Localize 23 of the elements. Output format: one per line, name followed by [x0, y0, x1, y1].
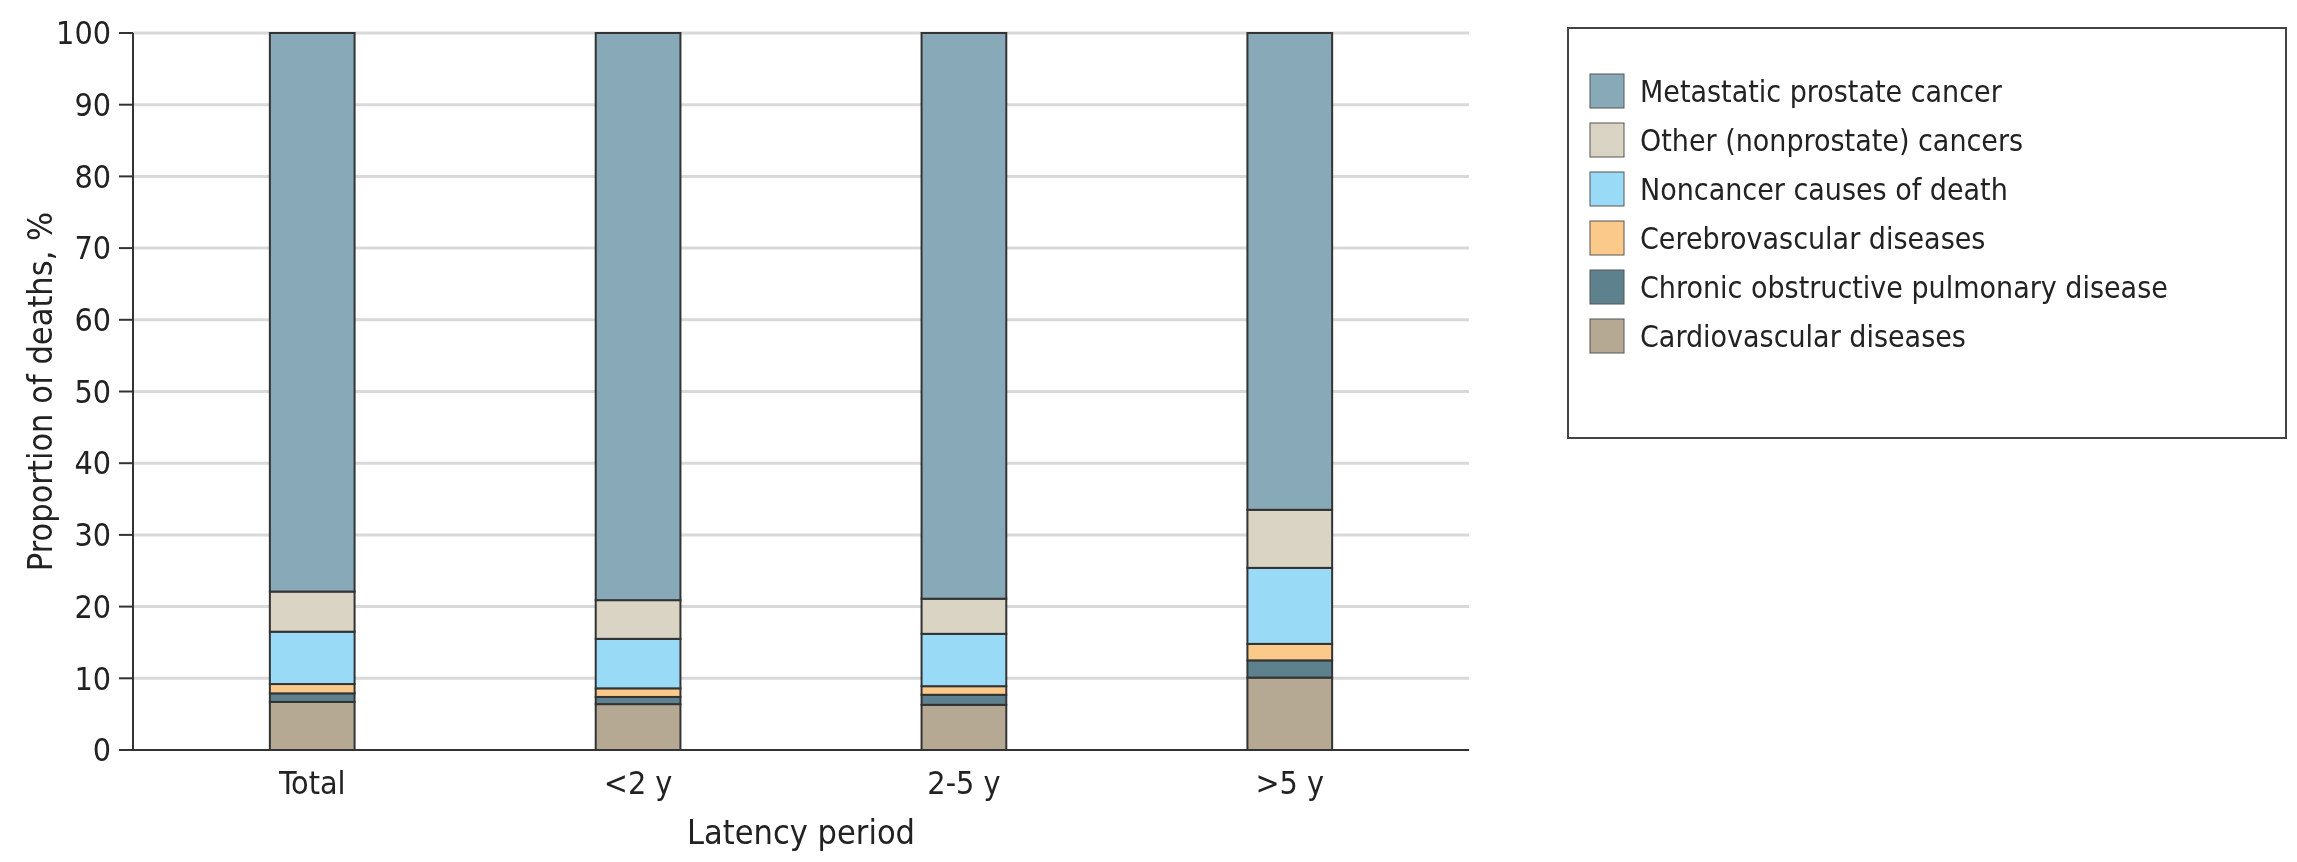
y-tick-label: 100 [56, 14, 111, 53]
y-tick-label: 70 [74, 229, 111, 268]
legend-label: Metastatic prostate cancer [1640, 73, 2003, 109]
y-tick-label: 40 [74, 444, 111, 483]
legend-label: Cardiovascular diseases [1640, 318, 1966, 354]
legend-label: Other (nonprostate) cancers [1640, 122, 2024, 158]
y-tick-label: 30 [74, 516, 111, 555]
y-tick-label: 60 [74, 301, 111, 339]
legend-label: Noncancer causes of death [1640, 171, 2008, 207]
x-axis-title: Latency period [686, 812, 916, 852]
x-tick-label: >5 y [1255, 764, 1325, 802]
y-axis-title: Proportion of deaths, % [20, 211, 60, 572]
x-tick-label: <2 y [603, 764, 673, 802]
y-tick-label: 90 [74, 85, 111, 124]
y-tick-label: 20 [74, 587, 111, 626]
x-tick-label: 2-5 y [927, 764, 1001, 802]
legend-label: Cerebrovascular diseases [1640, 220, 1986, 256]
legend-label: Chronic obstructive pulmonary disease [1640, 269, 2168, 305]
y-tick-label: 50 [74, 372, 111, 411]
y-tick-label: 10 [74, 659, 111, 698]
y-tick-label: 80 [74, 157, 111, 196]
y-tick-label: 0 [92, 731, 111, 770]
x-tick-label: Total [277, 764, 346, 802]
